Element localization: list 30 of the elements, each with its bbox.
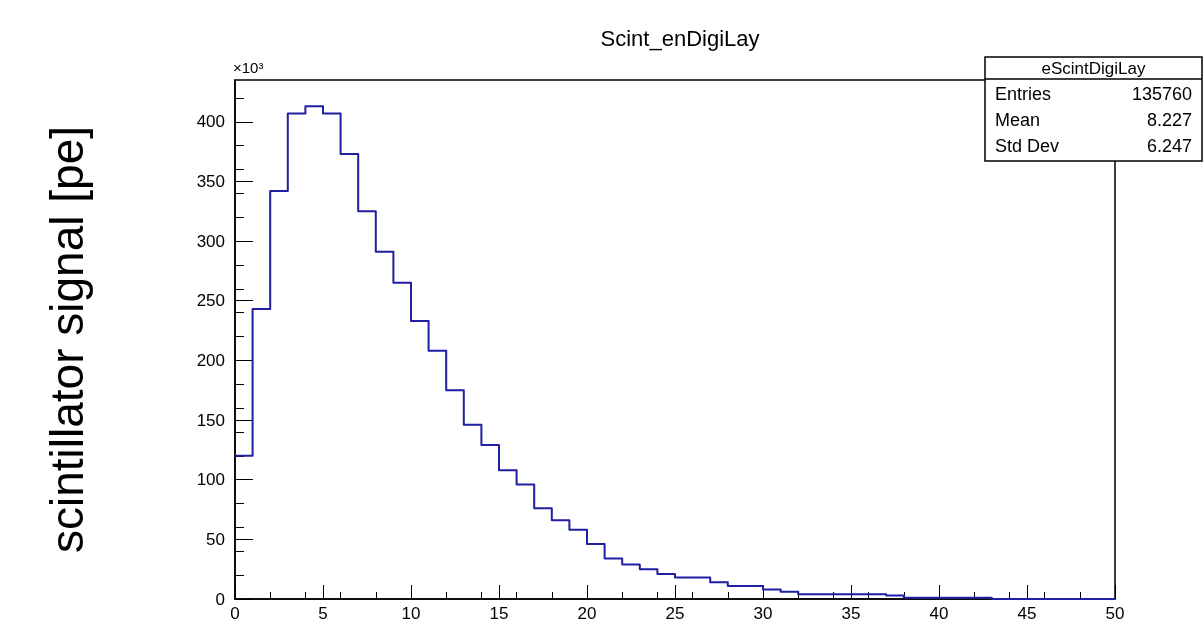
x-tick-label: 15	[489, 604, 509, 623]
y-tick-label: 200	[196, 350, 225, 370]
x-tick-label: 0	[230, 604, 240, 623]
annotation: Mean	[995, 110, 1041, 130]
chart-title: Scint_enDigiLay	[600, 25, 760, 51]
y-tick-label: 250	[196, 291, 225, 311]
y-tick-label: 50	[206, 529, 225, 549]
x-tick-label: 40	[929, 604, 949, 623]
x-tick-label: 10	[401, 604, 421, 623]
x-tick-label: 20	[577, 604, 597, 623]
x-tick-label: 25	[665, 604, 685, 623]
y-tick-label: 0	[215, 589, 225, 609]
x-tick-label: 35	[841, 604, 861, 623]
y-tick-label: 100	[196, 470, 225, 490]
y-tick-label: 400	[196, 112, 225, 132]
annotation: Entries	[995, 84, 1052, 104]
text: eScintDigiLay	[1041, 58, 1146, 78]
y-axis-title: scintillator signal [pe]	[41, 126, 93, 553]
annotation: Std Dev	[995, 136, 1060, 156]
x-tick-label: 50	[1105, 604, 1125, 623]
text: 8.227	[1146, 110, 1192, 130]
y-tick-label: 150	[196, 410, 225, 430]
text: 135760	[1131, 84, 1192, 104]
y-tick-label: 350	[196, 171, 225, 191]
x-tick-label: 5	[318, 604, 328, 623]
text: ×10³	[233, 59, 264, 76]
text: 6.247	[1146, 136, 1192, 156]
x-tick-label: 30	[753, 604, 773, 623]
x-tick-label: 45	[1017, 604, 1037, 623]
y-tick-label: 300	[196, 231, 225, 251]
